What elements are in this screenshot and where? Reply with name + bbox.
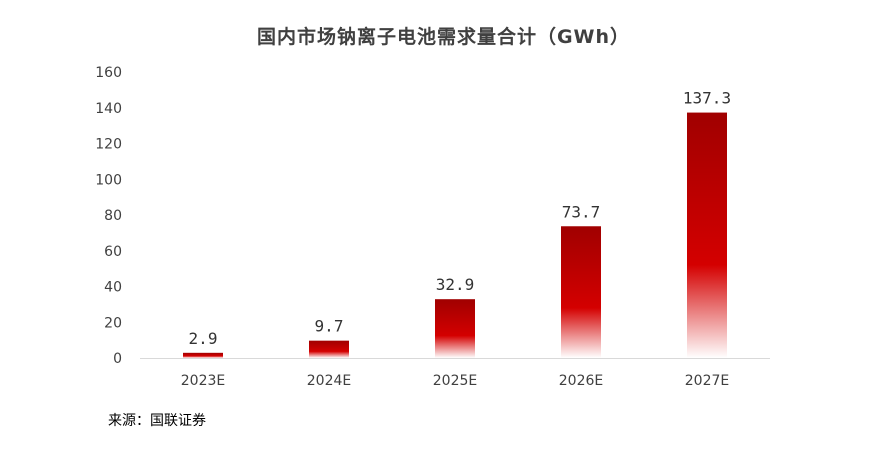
data-labels: 2.9 9.7 32.9 73.7 137.3: [189, 89, 732, 348]
x-tick-label: 2024E: [307, 373, 351, 389]
data-label-2024E: 9.7: [315, 317, 344, 336]
bars: [183, 112, 727, 358]
data-label-2023E: 2.9: [189, 329, 218, 348]
data-label-2027E: 137.3: [683, 89, 731, 108]
y-tick-label: 60: [104, 244, 122, 260]
y-tick-label: 140: [95, 101, 122, 117]
data-label-2026E: 73.7: [562, 202, 601, 221]
bar-2026E: [561, 226, 601, 358]
y-tick-label: 20: [104, 315, 122, 331]
x-axis: 2023E 2024E 2025E 2026E 2027E: [140, 358, 770, 389]
y-tick-label: 120: [95, 137, 122, 153]
y-tick-label: 160: [95, 65, 122, 81]
y-tick-label: 40: [104, 280, 122, 296]
data-label-2025E: 32.9: [436, 275, 475, 294]
y-axis: 0 20 40 60 80 100 120 140 160: [95, 65, 122, 367]
y-tick-label: 0: [113, 351, 122, 367]
x-tick-label: 2023E: [181, 373, 225, 389]
y-tick-label: 100: [95, 172, 122, 188]
chart-title: 国内市场钠离子电池需求量合计（GWh）: [256, 26, 631, 48]
x-tick-label: 2025E: [433, 373, 477, 389]
x-tick-label: 2027E: [685, 373, 729, 389]
bar-2023E: [183, 352, 223, 358]
x-tick-label: 2026E: [559, 373, 603, 389]
source-note: 来源：国联证券: [108, 413, 206, 429]
y-tick-label: 80: [104, 208, 122, 224]
bar-2027E: [687, 112, 727, 358]
bar-2024E: [309, 340, 349, 358]
bar-2025E: [435, 299, 475, 358]
